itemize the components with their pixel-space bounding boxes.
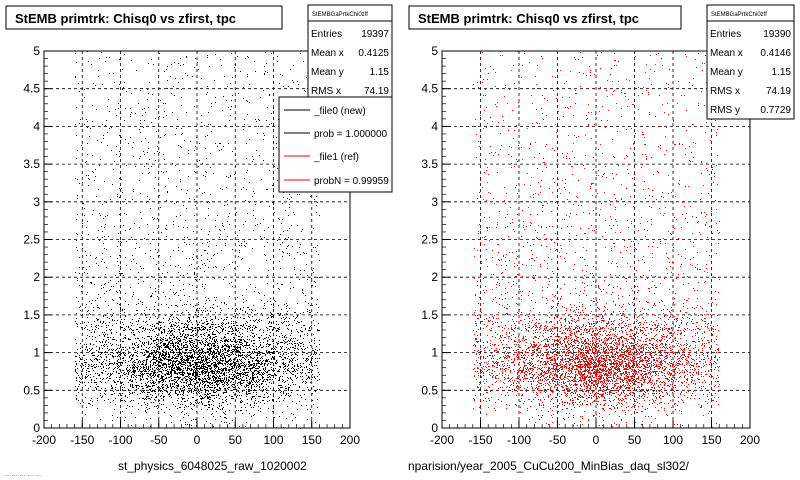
stats-label-rmsy-right: RMS y (710, 105, 740, 116)
legend-label-new: _file0 (new) (313, 106, 366, 117)
x-axis-label-left: st_physics_6048025_raw_1020002 (118, 459, 307, 473)
legend-label-ref: _file1 (ref) (313, 152, 359, 163)
y-tick-label: 1.5 (23, 308, 40, 322)
axis-ticks-right: -200 -150 -100 -50 0 50 100 150 200 0 0.5 1 1.5 2 2.5 3… (421, 44, 760, 447)
y-tick-label: 4 (33, 119, 40, 133)
x-tick-label: -100 (507, 433, 531, 447)
x-tick-label: -150 (468, 433, 492, 447)
x-tick-label: 50 (628, 433, 642, 447)
stats-value-rmsx-right: 74.19 (766, 86, 791, 97)
x-axis-label-right: nparision/year_2005_CuCu200_MinBias_daq_… (408, 459, 690, 473)
y-tick-label: 1 (33, 346, 40, 360)
y-tick-label: 5 (431, 44, 438, 58)
x-tick-label: -50 (150, 433, 168, 447)
stats-value-entries-left: 19397 (361, 29, 389, 40)
legend-label-probn: probN = 0.99959 (314, 176, 389, 187)
footer-text: ... ... ... ... ... (4, 471, 41, 478)
stats-value-meanx-right: 0.4146 (760, 48, 791, 59)
x-tick-label: 50 (229, 433, 243, 447)
stats-label-meanx-right: Mean x (710, 48, 743, 59)
stats-header-left: StEMBGaPrtkChi0zff (312, 12, 368, 18)
title-box-right: StEMB primtrk: Chisq0 vs zfirst, tpc (408, 5, 682, 30)
chart-title-left: StEMB primtrk: Chisq0 vs zfirst, tpc (15, 11, 236, 26)
x-tick-label: 150 (701, 433, 721, 447)
stats-value-meany-right: 1.15 (772, 67, 792, 78)
stats-frame-right (706, 4, 795, 120)
y-tick-label: 3 (33, 195, 40, 209)
stats-value-rmsx-left: 74.19 (364, 86, 389, 97)
stats-label-entries-left: Entries (311, 29, 342, 40)
x-tick-label: 100 (263, 433, 283, 447)
stats-box-left: StEMBGaPrtkChi0zff Entries 19397 Mean x … (307, 4, 393, 100)
title-frame-right (408, 5, 682, 30)
title-box-left: StEMB primtrk: Chisq0 vs zfirst, tpc (5, 5, 283, 30)
x-tick-label: -100 (108, 433, 132, 447)
grid-right (442, 51, 750, 428)
stats-label-meanx-left: Mean x (311, 48, 344, 59)
right-panel: -200 -150 -100 -50 0 50 100 150 200 0 0.5 1 1.5 2 2.5 3… (408, 4, 795, 473)
stats-label-rmsx-left: RMS x (311, 86, 341, 97)
stats-box-right: StEMBGaPrtkChi0zff Entries 19390 Mean x … (706, 4, 795, 120)
stats-header-right: StEMBGaPrtkChi0zff (711, 12, 767, 18)
stats-value-rmsy-right: 0.7729 (760, 105, 791, 116)
chart-title-right: StEMB primtrk: Chisq0 vs zfirst, tpc (418, 11, 639, 26)
stats-label-entries-right: Entries (710, 29, 741, 40)
legend-label-prob: prob = 1.000000 (314, 129, 388, 140)
y-tick-label: 2.5 (23, 233, 40, 247)
x-tick-label: 200 (740, 433, 760, 447)
y-tick-label: 0 (431, 421, 438, 435)
x-tick-label: -200 (430, 433, 454, 447)
y-tick-label: 4.5 (23, 82, 40, 96)
stats-value-meany-left: 1.15 (370, 67, 390, 78)
y-tick-label: 2 (431, 270, 438, 284)
axis-ticks-left: -200 -150 -100 -50 0 50 100 150 200 0 0.5 1 1.5 2 2.5 3… (23, 44, 360, 447)
y-tick-label: 0.5 (23, 383, 40, 397)
y-tick-label: 0 (33, 421, 40, 435)
y-tick-label: 5 (33, 44, 40, 58)
stats-value-meanx-left: 0.4125 (358, 48, 389, 59)
x-tick-label: -200 (32, 433, 56, 447)
y-tick-label: 1.5 (421, 308, 438, 322)
x-tick-label: 0 (593, 433, 600, 447)
legend-frame-left (278, 96, 393, 193)
y-tick-label: 2.5 (421, 233, 438, 247)
y-tick-label: 3.5 (23, 157, 40, 171)
y-tick-label: 4 (431, 119, 438, 133)
x-tick-label: 200 (340, 433, 360, 447)
x-tick-label: 0 (194, 433, 201, 447)
y-tick-label: 3.5 (421, 157, 438, 171)
x-tick-label: 150 (302, 433, 322, 447)
y-tick-label: 2 (33, 270, 40, 284)
stats-value-entries-right: 19390 (763, 29, 791, 40)
x-tick-label: -50 (549, 433, 567, 447)
stats-label-rmsx-right: RMS x (710, 86, 740, 97)
y-tick-label: 3 (431, 195, 438, 209)
left-panel: -200 -150 -100 -50 0 50 100 150 200 0 0.5 1 1.5 2 2.5 3… (5, 4, 393, 473)
stats-label-meany-right: Mean y (710, 67, 743, 78)
y-tick-label: 1 (431, 346, 438, 360)
y-tick-label: 0.5 (421, 383, 438, 397)
stats-label-meany-left: Mean y (311, 67, 344, 78)
title-frame-left (5, 5, 283, 30)
x-tick-label: -150 (70, 433, 94, 447)
x-tick-label: 100 (663, 433, 683, 447)
legend-left: _file0 (new) prob = 1.000000 _file1 (ref… (278, 96, 393, 193)
y-tick-label: 4.5 (421, 82, 438, 96)
